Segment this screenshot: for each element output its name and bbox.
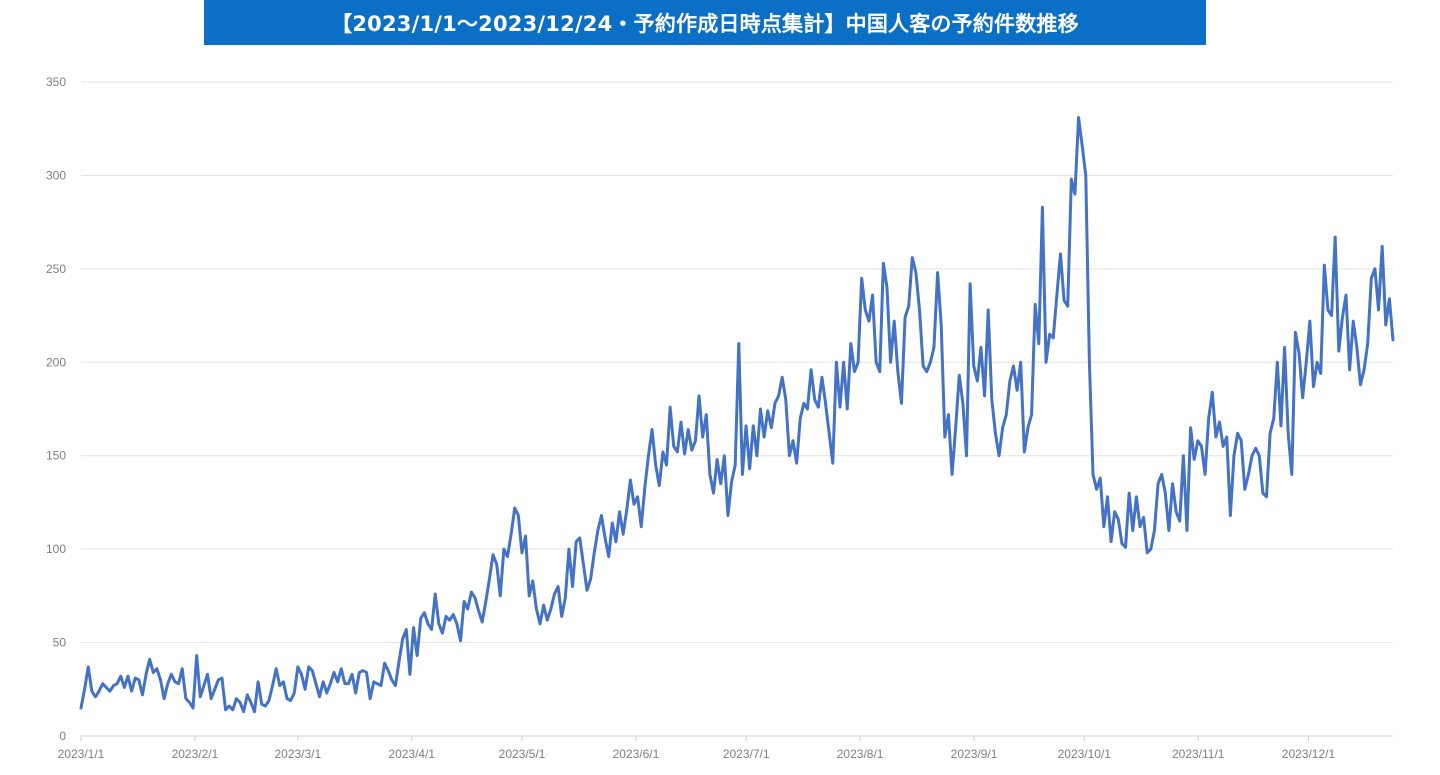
y-tick-label: 150 — [46, 449, 66, 463]
x-tick-label: 2023/9/1 — [951, 747, 998, 761]
x-tick-label: 2023/7/1 — [723, 747, 770, 761]
x-tick-label: 2023/1/1 — [58, 747, 105, 761]
x-tick-label: 2023/4/1 — [388, 747, 435, 761]
x-tick-label: 2023/10/1 — [1058, 747, 1112, 761]
y-tick-label: 250 — [46, 262, 66, 276]
x-tick-label: 2023/11/1 — [1172, 747, 1225, 761]
y-tick-label: 100 — [46, 542, 66, 556]
chart-title: 【2023/1/1～2023/12/24・予約作成日時点集計】中国人客の予約件数… — [204, 0, 1206, 45]
x-tick-label: 2023/2/1 — [172, 747, 219, 761]
gridlines — [81, 81, 1393, 644]
x-tick-label: 2023/8/1 — [837, 747, 884, 761]
y-tick-label: 0 — [59, 729, 66, 743]
y-axis-tick-labels: 0 50 100 150 200 250 300 350 — [46, 75, 66, 743]
y-tick-label: 300 — [46, 168, 66, 182]
x-tick-label: 2023/5/1 — [499, 747, 546, 761]
x-tick-label: 2023/6/1 — [613, 747, 660, 761]
y-tick-label: 350 — [46, 75, 66, 89]
y-tick-label: 200 — [46, 355, 66, 369]
y-tick-label: 50 — [53, 636, 67, 650]
x-tick-label: 2023/12/1 — [1282, 747, 1336, 761]
x-axis-tick-labels: 2023/1/1 2023/2/1 2023/3/1 2023/4/1 2023/5/1… — [58, 736, 1336, 761]
series-line — [79, 116, 1395, 714]
x-tick-label: 2023/3/1 — [274, 747, 321, 761]
